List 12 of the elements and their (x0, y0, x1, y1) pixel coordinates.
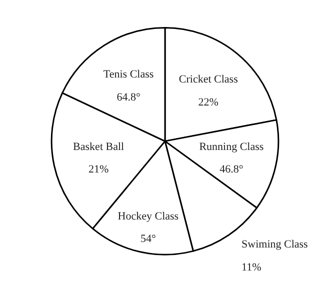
text: 21% (88, 164, 109, 176)
text: 46.8° (220, 164, 244, 176)
slice-label: Basket Ball (73, 140, 124, 153)
slice-label: Running Class (199, 140, 264, 153)
text: 54° (140, 233, 156, 246)
text: 11% (242, 261, 262, 274)
slice-label: Tenis Class (103, 68, 154, 81)
text: 22% (198, 96, 218, 108)
slice-label: Cricket Class (178, 74, 238, 86)
text: 64.8° (116, 91, 140, 104)
slice-label: Swiming Class (242, 238, 308, 251)
slice-label: Hockey Class (118, 210, 179, 222)
